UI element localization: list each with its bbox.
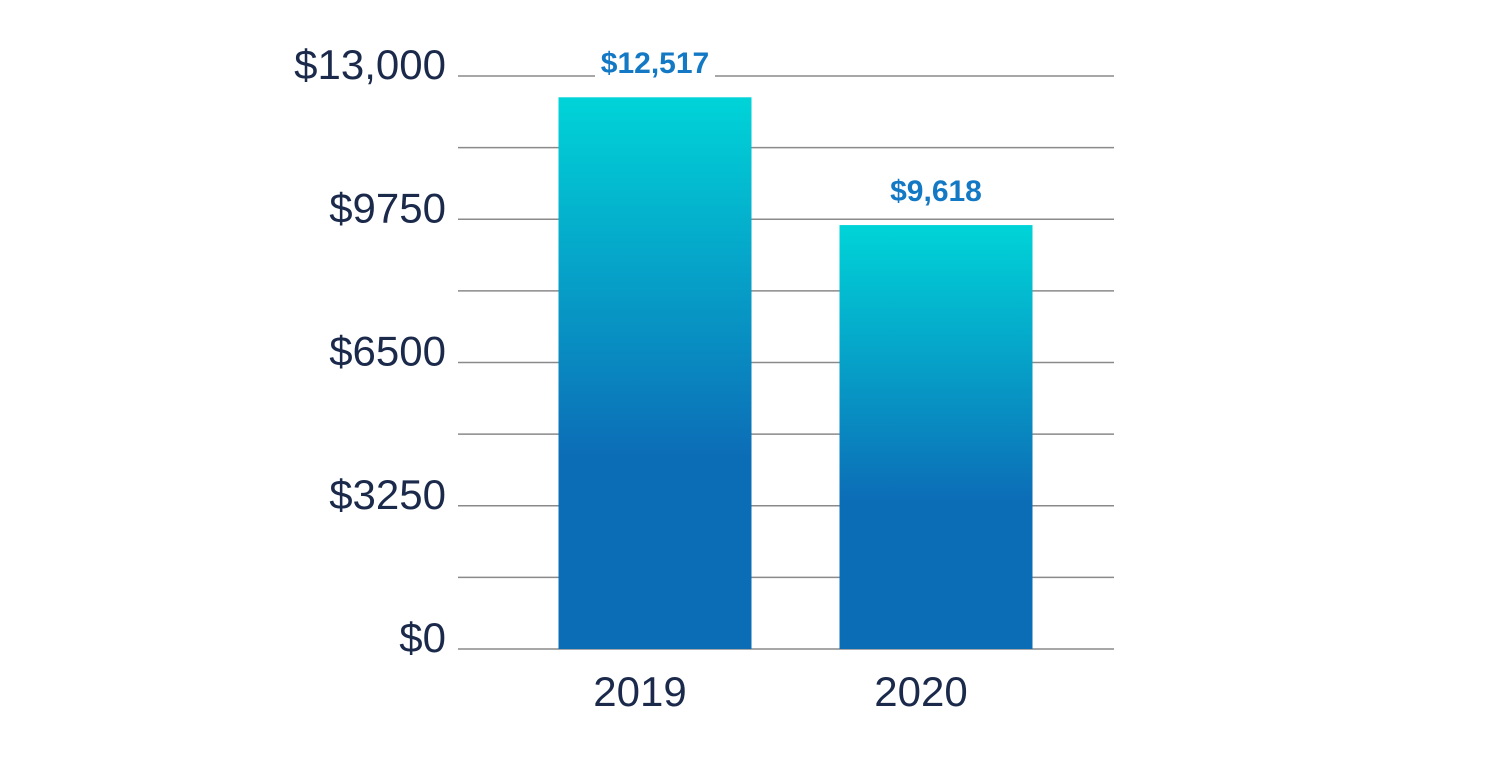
value-label-bg — [876, 173, 996, 212]
bar — [558, 97, 752, 649]
y-tick-label: $0 — [399, 614, 446, 661]
x-tick-label: 2019 — [593, 668, 686, 715]
value-label: $12,517 — [601, 47, 709, 80]
bar — [839, 225, 1033, 649]
y-tick-label: $3250 — [329, 471, 446, 518]
y-tick-label: $6500 — [329, 328, 446, 375]
y-tick-label: $13,000 — [294, 41, 446, 88]
x-tick-label: 2020 — [874, 668, 967, 715]
y-tick-label: $9750 — [329, 184, 446, 231]
value-label-bg — [595, 45, 715, 84]
value-label: $9,618 — [890, 175, 982, 208]
